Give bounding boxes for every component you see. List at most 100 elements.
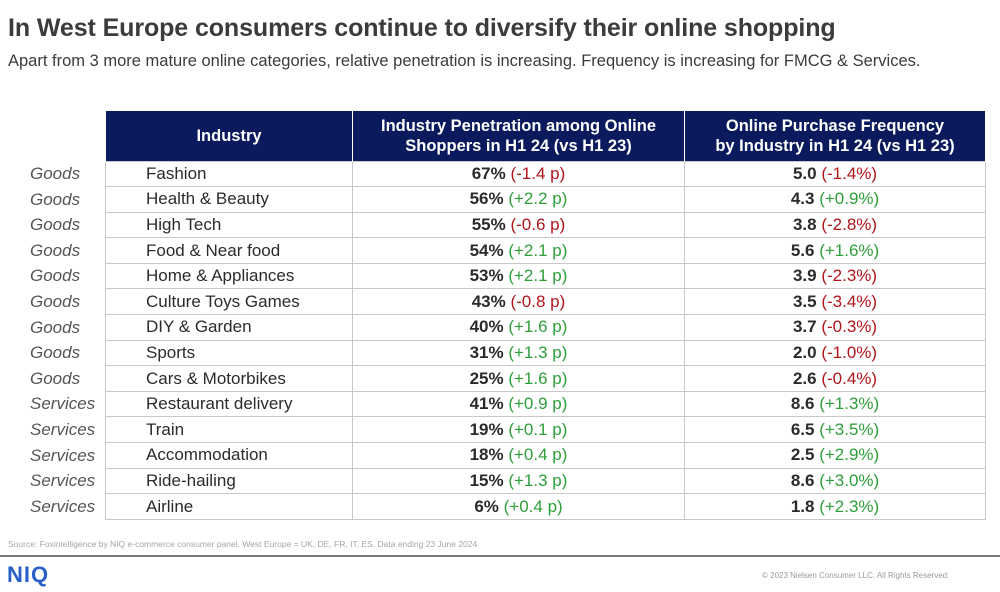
penetration-value: 19% bbox=[469, 419, 504, 439]
penetration-cell: 53% (+2.1 p) bbox=[352, 262, 685, 290]
industry-cell: DIY & Garden bbox=[105, 314, 353, 341]
frequency-change: (-2.8%) bbox=[821, 214, 878, 234]
penetration-value: 40% bbox=[469, 317, 504, 337]
frequency-cell: 6.5 (+3.5%) bbox=[684, 416, 986, 444]
industry-cell: Culture Toys Games bbox=[105, 288, 353, 316]
row-category: Services bbox=[30, 496, 96, 516]
penetration-value: 41% bbox=[469, 394, 504, 414]
penetration-cell: 40% (+1.6 p) bbox=[352, 314, 685, 341]
industry-cell: Cars & Motorbikes bbox=[105, 365, 353, 392]
frequency-cell: 8.6 (+3.0%) bbox=[684, 467, 986, 495]
industry-cell: Accommodation bbox=[105, 442, 353, 469]
penetration-change: (+2.1 p) bbox=[508, 240, 568, 260]
table-row: Accommodation 18% (+0.4 p) 2.5 (+2.9%) bbox=[105, 442, 986, 469]
industry-cell: Restaurant delivery bbox=[105, 390, 353, 418]
penetration-cell: 15% (+1.3 p) bbox=[352, 467, 685, 495]
frequency-change: (-0.4%) bbox=[821, 368, 878, 388]
frequency-change: (+0.9%) bbox=[819, 189, 880, 209]
penetration-change: (+1.3 p) bbox=[508, 342, 568, 362]
frequency-cell: 3.8 (-2.8%) bbox=[684, 211, 986, 239]
frequency-value: 6.5 bbox=[790, 419, 815, 439]
header-penetration-line2: Shoppers in H1 24 (vs H1 23) bbox=[405, 136, 632, 155]
table-row: Ride-hailing 15% (+1.3 p) 8.6 (+3.0%) bbox=[105, 467, 986, 495]
table-row: High Tech 55% (-0.6 p) 3.8 (-2.8%) bbox=[105, 211, 986, 239]
penetration-cell: 55% (-0.6 p) bbox=[352, 211, 685, 239]
penetration-change: (+0.4 p) bbox=[503, 496, 563, 516]
footer-divider bbox=[0, 555, 1000, 557]
frequency-cell: 3.9 (-2.3%) bbox=[684, 262, 986, 290]
industry-cell: High Tech bbox=[105, 211, 353, 239]
niq-logo: NIQ bbox=[7, 562, 50, 587]
table-row: Fashion 67% (-1.4 p) 5.0 (-1.4%) bbox=[105, 160, 986, 188]
penetration-value: 15% bbox=[469, 470, 504, 490]
table-row: Health & Beauty 56% (+2.2 p) 4.3 (+0.9%) bbox=[105, 186, 986, 213]
penetration-value: 25% bbox=[469, 368, 504, 388]
row-category: Services bbox=[30, 419, 96, 439]
frequency-cell: 3.7 (-0.3%) bbox=[684, 314, 986, 341]
source-note: Source: Foxintelligence by NIQ e-commerc… bbox=[8, 539, 478, 549]
penetration-cell: 6% (+0.4 p) bbox=[352, 493, 685, 520]
frequency-change: (-0.3%) bbox=[821, 317, 878, 337]
table-row: Train 19% (+0.1 p) 6.5 (+3.5%) bbox=[105, 416, 986, 444]
page-subtitle: Apart from 3 more mature online categori… bbox=[8, 52, 921, 70]
frequency-cell: 5.0 (-1.4%) bbox=[684, 160, 986, 188]
penetration-change: (-0.8 p) bbox=[510, 291, 566, 311]
penetration-change: (+1.6 p) bbox=[508, 368, 568, 388]
penetration-change: (+2.2 p) bbox=[508, 189, 568, 209]
penetration-cell: 41% (+0.9 p) bbox=[352, 390, 685, 418]
frequency-value: 2.0 bbox=[792, 342, 817, 362]
penetration-cell: 67% (-1.4 p) bbox=[352, 160, 685, 188]
frequency-change: (+3.5%) bbox=[819, 419, 880, 439]
industry-cell: Health & Beauty bbox=[105, 186, 353, 213]
frequency-cell: 4.3 (+0.9%) bbox=[684, 186, 986, 213]
industry-cell: Airline bbox=[105, 493, 353, 520]
header-frequency-line2: by Industry in H1 24 (vs H1 23) bbox=[715, 136, 955, 155]
penetration-change: (+0.9 p) bbox=[508, 394, 568, 414]
frequency-value: 3.7 bbox=[792, 317, 817, 337]
category-column: Goods Goods Goods Goods Goods Goods Goods Goods… bbox=[30, 161, 95, 519]
frequency-value: 8.6 bbox=[790, 394, 815, 414]
frequency-value: 4.3 bbox=[790, 189, 815, 209]
frequency-change: (-3.4%) bbox=[821, 291, 878, 311]
table-row: Cars & Motorbikes 25% (+1.6 p) 2.6 (-0.4%) bbox=[105, 365, 986, 392]
row-category: Services bbox=[30, 471, 96, 491]
row-category: Goods bbox=[30, 266, 81, 286]
header-penetration: Industry Penetration among Online Shoppe… bbox=[352, 111, 685, 161]
frequency-value: 5.6 bbox=[790, 240, 815, 260]
penetration-change: (+1.3 p) bbox=[508, 470, 568, 490]
table-row: Airline 6% (+0.4 p) 1.8 (+2.3%) bbox=[105, 493, 986, 520]
table-header-row: Industry Industry Penetration among Onli… bbox=[105, 111, 986, 161]
frequency-change: (-1.4%) bbox=[821, 163, 878, 183]
page-title: In West Europe consumers continue to div… bbox=[8, 14, 836, 42]
penetration-cell: 56% (+2.2 p) bbox=[352, 186, 685, 213]
penetration-change: (+1.6 p) bbox=[508, 317, 568, 337]
frequency-value: 2.6 bbox=[792, 368, 817, 388]
table-row: Sports 31% (+1.3 p) 2.0 (-1.0%) bbox=[105, 339, 986, 367]
frequency-value: 5.0 bbox=[792, 163, 817, 183]
frequency-cell: 2.6 (-0.4%) bbox=[684, 365, 986, 392]
row-category: Goods bbox=[30, 164, 81, 183]
penetration-cell: 19% (+0.1 p) bbox=[352, 416, 685, 444]
row-category: Goods bbox=[30, 215, 81, 235]
penetration-value: 31% bbox=[469, 342, 504, 362]
frequency-change: (+2.3%) bbox=[819, 496, 880, 516]
penetration-value: 56% bbox=[469, 189, 504, 209]
frequency-change: (+1.3%) bbox=[819, 394, 880, 414]
penetration-cell: 54% (+2.1 p) bbox=[352, 237, 685, 264]
industry-cell: Ride-hailing bbox=[105, 467, 353, 495]
table-row: Food & Near food 54% (+2.1 p) 5.6 (+1.6%) bbox=[105, 237, 986, 264]
penetration-value: 55% bbox=[471, 214, 506, 234]
penetration-value: 54% bbox=[469, 240, 504, 260]
frequency-change: (+3.0%) bbox=[819, 470, 880, 490]
table-row: Restaurant delivery 41% (+0.9 p) 8.6 (+1.3… bbox=[105, 390, 986, 418]
header-industry: Industry bbox=[105, 111, 353, 161]
frequency-value: 3.8 bbox=[792, 214, 817, 234]
penetration-value: 18% bbox=[469, 445, 504, 465]
frequency-change: (-1.0%) bbox=[821, 342, 878, 362]
frequency-change: (+2.9%) bbox=[819, 445, 880, 465]
penetration-change: (+2.1 p) bbox=[508, 266, 568, 286]
industry-cell: Food & Near food bbox=[105, 237, 353, 264]
frequency-cell: 5.6 (+1.6%) bbox=[684, 237, 986, 264]
row-category: Goods bbox=[30, 317, 81, 337]
row-category: Goods bbox=[30, 240, 81, 260]
